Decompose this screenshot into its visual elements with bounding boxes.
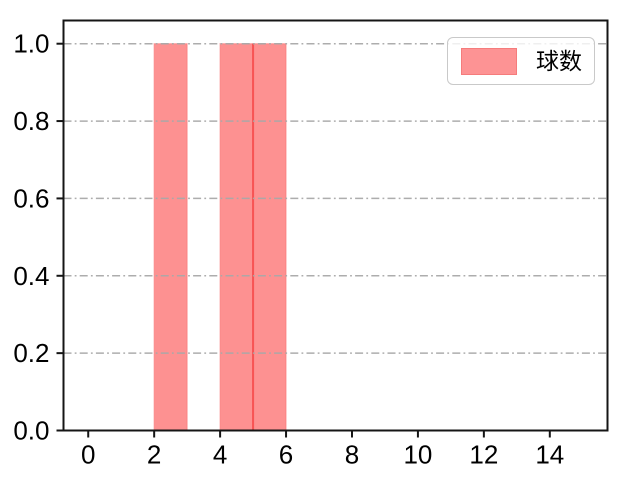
x-tick-label: 6 [279, 440, 293, 470]
legend-label: 球数 [536, 47, 582, 74]
x-tick-label: 0 [81, 440, 95, 470]
legend-swatch-icon [461, 47, 517, 75]
y-tick-label: 1.0 [13, 29, 49, 59]
y-tick-label: 0.4 [13, 261, 49, 291]
x-tick-label: 14 [535, 440, 564, 470]
x-tick-label: 12 [469, 440, 498, 470]
histogram-bar [153, 43, 188, 432]
axes-frame [62, 19, 609, 432]
x-tick-label: 2 [147, 440, 161, 470]
x-tick-label: 4 [213, 440, 227, 470]
y-tick-label: 0.8 [13, 106, 49, 136]
legend: 球数 [447, 37, 595, 85]
x-tick-label: 8 [345, 440, 359, 470]
y-tick-label: 0.2 [13, 338, 49, 368]
histogram-bar [219, 43, 254, 432]
y-tick-label: 0.0 [13, 416, 49, 446]
y-tick-label: 0.6 [13, 183, 49, 213]
histogram-bar [252, 43, 287, 432]
x-tick-label: 10 [403, 440, 432, 470]
